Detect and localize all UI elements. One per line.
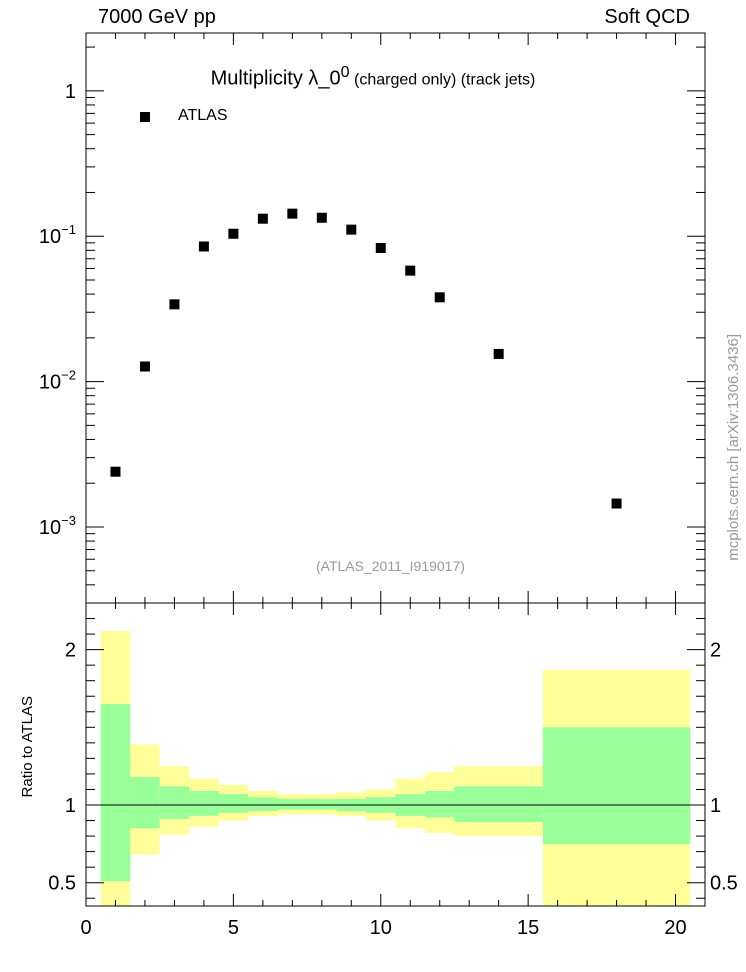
data-point-marker: [169, 299, 180, 310]
ratio-band-inner-0: [100, 704, 131, 882]
chart-title-suffix: (charged only) (track jets): [349, 71, 536, 89]
x-tick-label: 5: [228, 917, 239, 939]
plot-frames: [85, 32, 706, 907]
ratio-band-inner-13: [542, 727, 691, 844]
y-tick-label: 1: [65, 81, 76, 103]
ratio-y-tick-label-right: 1: [710, 795, 721, 817]
chart-title-main: Multiplicity λ_0: [210, 67, 341, 90]
ratio-band-inner-2: [159, 786, 190, 819]
header-right-label: Soft QCD: [604, 6, 690, 28]
main-plot-frame: [85, 32, 706, 604]
x-tick-label: 10: [370, 917, 392, 939]
data-point-marker: [316, 212, 327, 223]
data-point-marker: [198, 241, 209, 252]
chart-title-superscript: 0: [340, 64, 350, 81]
y-tick-label: 10−1: [39, 222, 76, 248]
tick-labels: 0 5 10 15 20 1 10−1 10−2 10−3 0.5 0.5 1 1 2 2: [39, 81, 738, 939]
data-point-marker: [493, 348, 504, 359]
ratio-band-inner-3: [189, 791, 219, 816]
axis-ticks: [85, 33, 706, 906]
data-point-marker: [139, 361, 150, 372]
ratio-plot-frame: [85, 602, 706, 907]
data-point-marker: [375, 242, 386, 253]
data-point-marker: [434, 292, 445, 303]
x-tick-label: 15: [517, 917, 539, 939]
ratio-bands: [100, 630, 691, 906]
ratio-y-tick-label: 0.5: [48, 873, 76, 895]
ratio-band-inner-5: [248, 797, 278, 812]
ratio-band-inner-1: [130, 777, 160, 829]
data-point-marker: [287, 208, 298, 219]
data-point-marker: [611, 498, 622, 509]
chart-title: Multiplicity λ_00 (charged only) (track …: [0, 64, 746, 91]
data-point-marker: [228, 228, 239, 239]
analysis-watermark: (ATLAS_2011_I919017): [316, 558, 465, 574]
ratio-band-inner-7: [307, 798, 337, 810]
legend-entry-label: ATLAS: [178, 107, 228, 124]
header-left-label: 7000 GeV pp: [98, 6, 216, 28]
ratio-y-tick-label-right: 0.5: [710, 873, 738, 895]
ratio-y-tick-label-right: 2: [710, 640, 721, 662]
ratio-band-inner-12: [454, 786, 543, 823]
y-tick-label: 10−3: [39, 513, 76, 539]
data-point-marker: [405, 265, 416, 276]
x-tick-label: 0: [80, 917, 91, 939]
ratio-band-inner-11: [424, 791, 455, 818]
ratio-y-tick-label: 2: [65, 640, 76, 662]
data-point-marker: [110, 466, 121, 477]
x-tick-label: 20: [664, 917, 686, 939]
data-point-marker: [257, 213, 268, 224]
ratio-band-inner-4: [218, 794, 249, 813]
ratio-band-inner-6: [277, 798, 308, 810]
ratio-y-tick-label: 1: [65, 795, 76, 817]
y-tick-label: 10−2: [39, 368, 76, 394]
data-point-marker: [346, 224, 357, 235]
data-markers: [110, 112, 622, 509]
legend-marker: [140, 112, 150, 122]
